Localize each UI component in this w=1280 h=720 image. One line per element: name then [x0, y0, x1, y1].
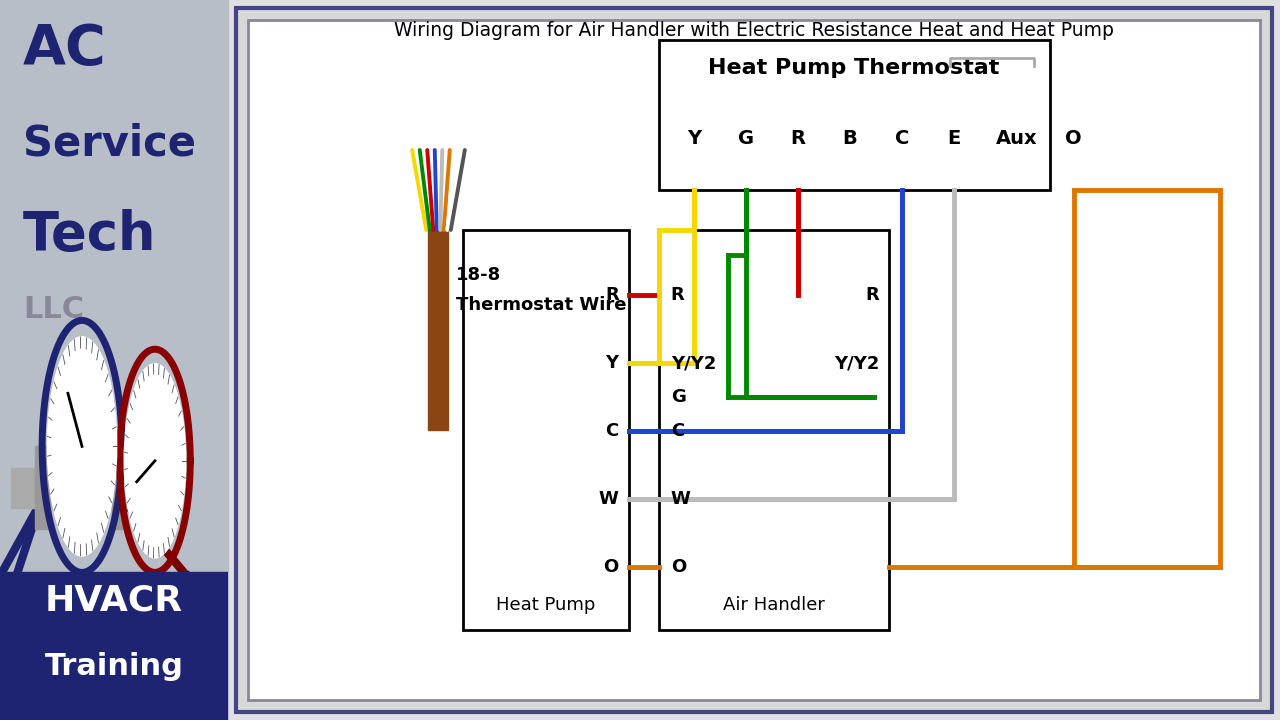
Text: R: R — [605, 286, 618, 304]
Bar — [659, 230, 890, 630]
Text: HVACR: HVACR — [45, 583, 183, 617]
Circle shape — [47, 337, 116, 556]
Text: R: R — [671, 286, 685, 304]
Bar — [429, 230, 448, 430]
Text: C: C — [895, 128, 909, 148]
Text: Tech: Tech — [23, 209, 156, 261]
Text: Y/Y2: Y/Y2 — [671, 354, 716, 372]
Text: G: G — [737, 128, 754, 148]
Text: Air Handler: Air Handler — [723, 596, 824, 614]
Text: LLC: LLC — [23, 295, 84, 324]
Text: Service: Service — [23, 122, 196, 164]
Text: O: O — [1065, 128, 1082, 148]
Bar — [659, 40, 1050, 190]
Text: B: B — [842, 128, 858, 148]
Text: Heat Pump Thermostat: Heat Pump Thermostat — [708, 58, 1000, 78]
Text: AC: AC — [23, 22, 106, 76]
Text: E: E — [947, 128, 961, 148]
Text: O: O — [671, 558, 686, 576]
Text: R: R — [865, 286, 879, 304]
Text: C: C — [605, 422, 618, 440]
Text: Heat Pump: Heat Pump — [497, 596, 595, 614]
Text: W: W — [671, 490, 691, 508]
Text: Aux: Aux — [996, 128, 1037, 148]
Bar — [111, 446, 127, 529]
Text: W: W — [599, 490, 618, 508]
Text: Y: Y — [605, 354, 618, 372]
Bar — [36, 446, 50, 529]
Text: R: R — [791, 128, 805, 148]
Bar — [463, 230, 628, 630]
Text: Thermostat Wire: Thermostat Wire — [456, 296, 627, 314]
Text: 18-8: 18-8 — [456, 266, 502, 284]
Text: Training: Training — [45, 652, 183, 680]
Bar — [12, 468, 175, 508]
Text: G: G — [671, 388, 686, 406]
Text: Wiring Diagram for Air Handler with Electric Resistance Heat and Heat Pump: Wiring Diagram for Air Handler with Elec… — [394, 20, 1114, 40]
Text: C: C — [671, 422, 684, 440]
Bar — [0, 572, 228, 720]
Text: Y/Y2: Y/Y2 — [833, 354, 879, 372]
Circle shape — [124, 364, 186, 558]
Text: Y: Y — [687, 128, 701, 148]
Text: O: O — [603, 558, 618, 576]
